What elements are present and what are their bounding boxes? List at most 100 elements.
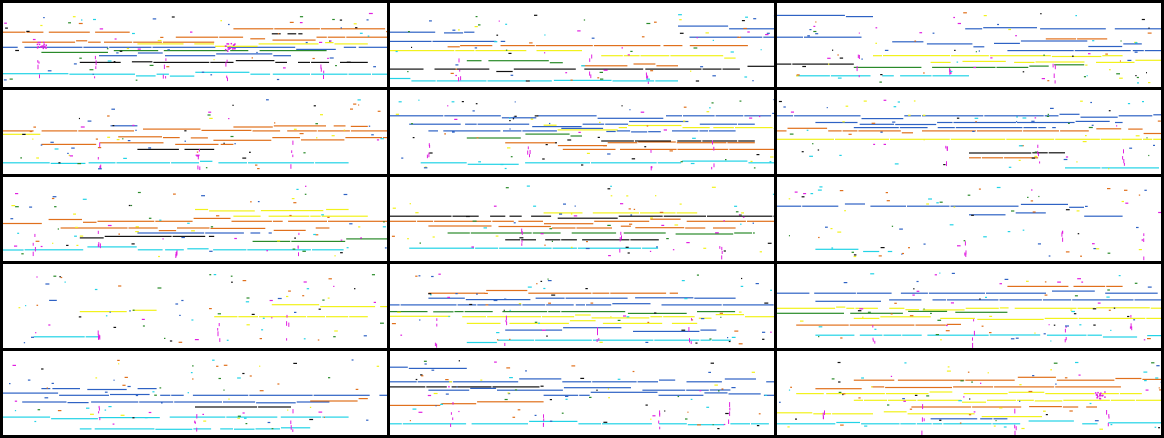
note-fragment	[783, 106, 786, 108]
note-segment	[853, 317, 880, 319]
note-fragment	[209, 250, 213, 252]
note-segment	[137, 52, 163, 54]
note-track-r3c3-1	[969, 212, 1046, 216]
note-fragment	[466, 215, 470, 218]
note-segment	[1153, 114, 1161, 116]
note-fragment	[951, 272, 955, 274]
note-fragment	[111, 108, 115, 110]
note-fragment	[826, 107, 828, 109]
note-fragment	[837, 54, 839, 56]
note-segment	[358, 398, 368, 400]
note-segment	[233, 126, 273, 128]
note-segment	[642, 247, 659, 249]
note-fragment	[923, 243, 926, 245]
onset-marker-r4c3-2	[1064, 325, 1067, 343]
note-segment	[883, 334, 902, 336]
note-fragment	[684, 298, 688, 300]
note-segment	[955, 311, 1008, 313]
note-segment	[900, 75, 932, 77]
note-fragment	[767, 242, 772, 244]
note-fragment	[756, 425, 760, 427]
note-segment	[575, 304, 585, 306]
note-fragment	[152, 391, 155, 393]
note-segment	[417, 220, 434, 222]
note-fragment	[1034, 151, 1038, 153]
note-segment	[497, 339, 535, 341]
note-fragment	[497, 339, 499, 341]
note-fragment	[82, 198, 87, 200]
note-segment	[280, 416, 322, 418]
note-fragment	[304, 193, 307, 195]
note-segment	[85, 336, 99, 338]
note-segment	[275, 61, 287, 63]
note-fragment	[749, 117, 753, 119]
note-segment	[169, 75, 195, 77]
note-fragment	[1097, 302, 1101, 304]
note-segment	[907, 205, 950, 207]
note-segment	[529, 420, 578, 422]
note-fragment	[427, 394, 432, 397]
note-fragment	[623, 315, 627, 317]
note-fragment	[858, 32, 860, 34]
onset-marker-r2c2-0	[426, 143, 431, 159]
note-track-r3c3-0	[777, 203, 1084, 208]
note-fragment	[627, 54, 630, 56]
note-segment	[748, 162, 774, 164]
note-fragment	[117, 359, 120, 361]
note-segment	[98, 417, 160, 419]
note-segment	[174, 401, 222, 403]
note-track-r1c3-7	[853, 64, 1085, 68]
note-segment	[3, 133, 41, 135]
onset-marker-r5c3-0	[822, 410, 825, 420]
note-segment	[307, 316, 325, 318]
note-fragment	[1075, 15, 1077, 17]
note-segment	[487, 316, 541, 318]
note-fragment	[597, 136, 600, 138]
note-segment	[99, 142, 164, 144]
note-fragment	[458, 410, 460, 413]
note-track-r1c3-4	[1007, 50, 1161, 52]
note-fragment	[666, 238, 669, 240]
note-segment	[3, 46, 18, 48]
note-fragment	[312, 57, 315, 60]
note-segment	[963, 393, 1008, 395]
note-fragment	[703, 247, 707, 249]
note-fragment	[827, 57, 831, 59]
note-segment	[593, 45, 661, 47]
note-fragment	[507, 147, 511, 149]
note-segment	[561, 239, 577, 241]
note-segment	[863, 250, 880, 253]
note-fragment	[842, 121, 845, 123]
note-segment	[1153, 138, 1161, 140]
note-track-r2c3-1	[815, 120, 1123, 126]
note-fragment	[1019, 400, 1021, 402]
note-fragment	[242, 412, 245, 414]
onset-marker-r5c1-2	[290, 409, 294, 432]
note-fragment	[968, 414, 972, 416]
note-segment	[677, 148, 729, 150]
note-fragment	[366, 419, 369, 421]
note-fragment	[1073, 313, 1077, 315]
note-fragment	[945, 330, 950, 332]
note-fragment	[1008, 28, 1011, 31]
note-track-r5c1-6	[79, 427, 311, 430]
note-fragment	[1053, 362, 1058, 364]
note-segment	[428, 389, 470, 391]
note-fragment	[745, 16, 748, 18]
note-fragment	[691, 319, 694, 321]
note-segment	[104, 235, 172, 237]
note-fragment	[989, 315, 993, 317]
note-segment	[99, 55, 137, 57]
note-segment	[192, 394, 249, 396]
note-fragment	[293, 202, 297, 204]
note-segment	[1096, 128, 1122, 130]
note-fragment	[983, 236, 987, 238]
note-track-r5c2-1	[390, 378, 774, 383]
note-segment	[390, 215, 452, 217]
note-fragment	[142, 325, 145, 327]
note-fragment	[286, 295, 289, 298]
note-fragment	[78, 117, 80, 120]
note-fragment	[603, 69, 608, 71]
note-fragment	[10, 218, 14, 220]
note-fragment	[29, 130, 33, 133]
